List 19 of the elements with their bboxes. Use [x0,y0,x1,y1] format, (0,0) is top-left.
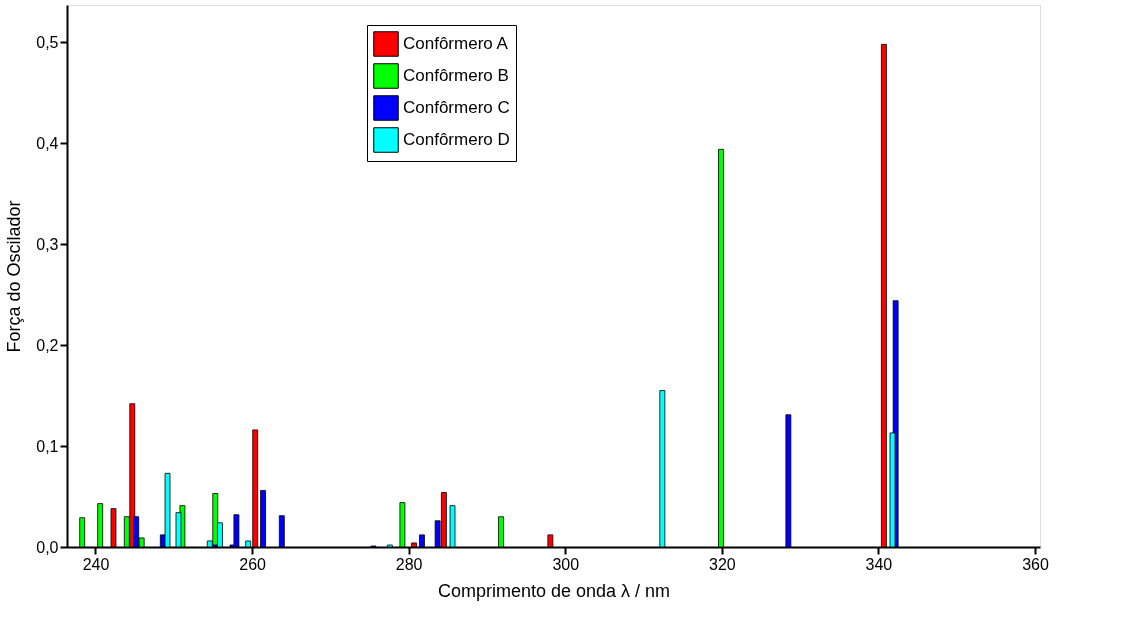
legend-label: Confôrmero C [403,98,510,117]
x-tick-label: 260 [239,555,267,573]
y-tick-label: 0,4 [36,134,59,152]
x-tick-label: 300 [552,555,580,573]
y-tick-label: 0,0 [36,538,59,556]
legend-label: Confôrmero D [403,130,510,149]
legend-label: Confôrmero B [403,66,509,85]
x-tick-label: 340 [865,555,893,573]
y-tick-label: 0,2 [36,336,59,354]
y-tick-label: 0,5 [36,33,59,51]
legend-label: Confôrmero A [403,34,509,53]
x-axis-title: Comprimento de onda λ / nm [437,580,671,601]
y-tick-label: 0,1 [36,437,59,455]
x-tick-label: 240 [82,555,110,573]
y-tick-label: 0,3 [36,235,59,253]
y-axis-title: Força do Oscilador [4,200,25,353]
x-tick-label: 360 [1022,555,1049,573]
x-tick-label: 280 [395,555,423,573]
x-tick-label: 320 [708,555,736,573]
